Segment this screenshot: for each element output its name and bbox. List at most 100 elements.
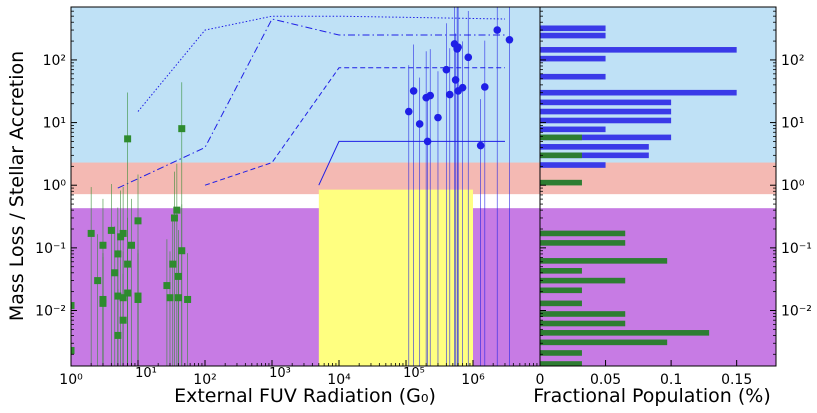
data-point-square <box>170 214 178 222</box>
x-tick-label: 10¹ <box>135 366 157 381</box>
histogram-bar <box>540 134 672 141</box>
histogram-bar <box>540 330 710 336</box>
x-tick-label: 10⁴ <box>327 372 351 388</box>
histogram-x-axis: 0 0.05 0.1 0.15 <box>536 360 752 388</box>
histogram-bar <box>540 370 582 376</box>
data-point-circle <box>423 137 432 146</box>
histogram-bar <box>540 89 737 96</box>
data-point-square <box>119 316 127 324</box>
x-tick-label: 10³ <box>269 366 291 381</box>
histogram-bar <box>540 162 606 168</box>
y-tick-label: 10² <box>43 53 66 69</box>
histogram-frame <box>539 6 777 367</box>
y-tick-label: 10¹ <box>43 116 66 132</box>
data-point-square <box>107 226 115 234</box>
y-tick-label: 10⁰ <box>43 178 67 194</box>
data-point-circle <box>445 90 454 99</box>
histogram-bar <box>540 300 582 307</box>
data-point-circle <box>480 83 489 91</box>
data-points <box>71 7 514 366</box>
histogram-bar <box>540 277 626 284</box>
data-point-circle <box>493 26 502 34</box>
histogram-bar <box>540 287 582 294</box>
data-point-square <box>71 346 75 354</box>
histogram-bar <box>540 258 668 264</box>
data-point-circle <box>415 120 424 128</box>
hist-y-tick-label: 10¹ <box>781 116 804 132</box>
histogram-y-axis: 10² 10¹ 10⁰ 10⁻¹ 10⁻² <box>540 6 812 355</box>
y-tick-label: 10⁻² <box>35 303 66 319</box>
data-point-square <box>163 282 171 290</box>
histogram-bar <box>540 268 582 274</box>
hist-y-tick-label: 10² <box>781 53 804 69</box>
histogram-bar <box>540 179 582 186</box>
histogram-bar <box>540 240 626 246</box>
data-point-circle <box>505 35 514 44</box>
histogram-bar <box>540 117 672 124</box>
hist-x-tick-label: 0.1 <box>660 372 682 388</box>
region-high-FUV <box>318 189 473 366</box>
main-x-axis: 10⁰ 10² 10⁴ 10⁶ 10¹ 10³ 10⁵ <box>59 360 538 388</box>
data-point-circle <box>458 83 467 92</box>
data-point-square <box>134 217 142 225</box>
hist-x-tick-label: 0.05 <box>590 372 621 388</box>
data-point-square <box>134 295 142 303</box>
x-axis-label: External FUV Radiation (G₀) <box>174 385 436 407</box>
histogram-bar <box>540 320 626 327</box>
histogram-bar <box>540 99 672 106</box>
data-point-circle <box>442 65 451 74</box>
main-regions <box>71 7 540 366</box>
data-point-circle <box>476 141 485 150</box>
histogram-bar <box>540 47 737 53</box>
histogram-bar <box>540 55 606 62</box>
histogram-bar <box>540 25 606 32</box>
y-tick-label: 10⁻¹ <box>35 241 66 257</box>
model-b-line <box>117 18 505 189</box>
histogram-bar <box>540 73 606 80</box>
data-point-square <box>87 229 95 237</box>
y-axis-label: Mass Loss / Stellar Accretion <box>6 51 28 321</box>
histogram-x-axis-label: Fractional Population (%) <box>533 385 771 407</box>
x-tick-label: 10⁵ <box>403 366 425 381</box>
data-point-square <box>174 294 182 302</box>
data-point-square <box>99 241 107 249</box>
x-tick-label: 10⁰ <box>59 372 83 388</box>
data-point-circle <box>409 87 418 95</box>
data-point-square <box>119 229 127 237</box>
histogram-bar <box>540 339 668 346</box>
hist-x-tick-label: 0.15 <box>721 372 752 388</box>
data-point-square <box>169 260 177 268</box>
region-uncertain <box>71 162 540 195</box>
data-point-square <box>94 277 102 285</box>
data-point-square <box>114 331 122 339</box>
hist-y-tick-label: 10⁻² <box>781 303 812 319</box>
data-point-circle <box>434 113 442 122</box>
histogram-bar <box>540 152 582 159</box>
histogram-bars <box>540 25 737 376</box>
x-tick-label: 10⁶ <box>461 372 485 388</box>
data-point-circle <box>426 91 435 100</box>
histogram-bar <box>540 311 626 317</box>
data-point-square <box>99 299 107 307</box>
hist-y-tick-label: 10⁰ <box>781 178 805 194</box>
histogram-bar <box>540 126 606 133</box>
main-y-axis: 10² 10¹ 10⁰ 10⁻¹ 10⁻² <box>35 6 77 355</box>
histogram-bar <box>540 361 582 366</box>
histogram-bar <box>540 350 582 356</box>
hist-x-tick-label: 0 <box>536 372 545 388</box>
data-point-square <box>111 269 119 277</box>
histogram-plot: 0 0.05 0.1 0.15 10² 10¹ 10⁰ 10⁻¹ 10⁻² Fractiona… <box>533 6 812 407</box>
data-point-square <box>184 295 192 303</box>
model-c-line <box>204 67 505 186</box>
model-a-line <box>137 15 506 112</box>
hist-y-tick-label: 10⁻¹ <box>781 241 812 257</box>
region-photoevaporation-dominated <box>71 7 540 190</box>
data-point-square <box>166 294 174 302</box>
data-point-square <box>124 135 132 143</box>
data-point-circle <box>451 76 460 84</box>
histogram-bar <box>540 230 626 237</box>
data-point-square <box>178 125 186 133</box>
histogram-bar <box>540 32 606 39</box>
histogram-bar <box>540 134 582 141</box>
